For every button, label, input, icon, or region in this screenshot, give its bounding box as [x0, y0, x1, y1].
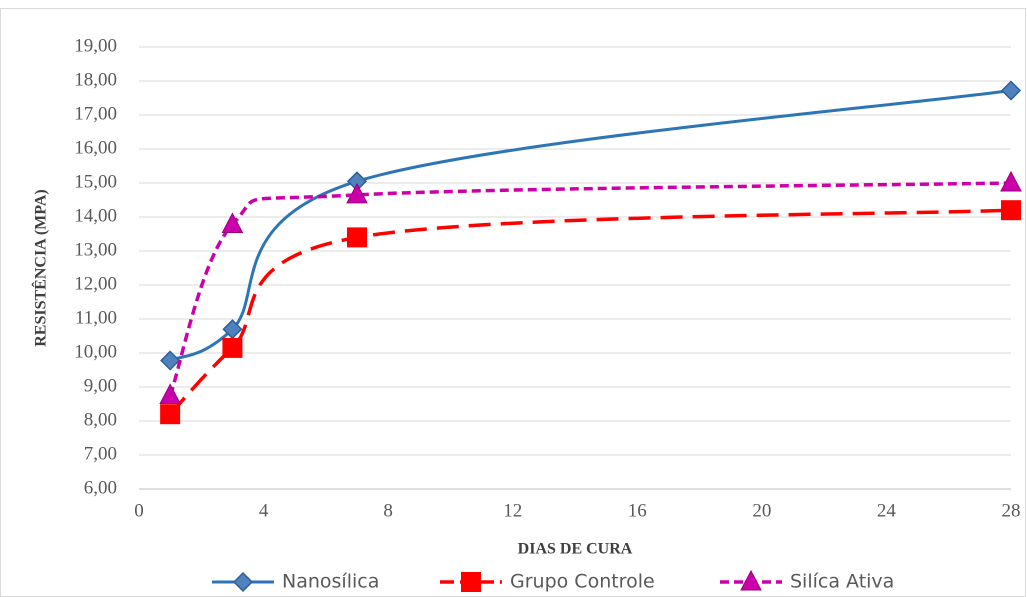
- y-tick-label: 16,00: [74, 137, 117, 158]
- y-tick-label: 8,00: [84, 409, 117, 430]
- marker: [740, 569, 762, 591]
- y-tick-label: 17,00: [74, 103, 117, 124]
- series-line: [168, 181, 1012, 397]
- y-tick-label: 18,00: [74, 69, 117, 90]
- marker: [159, 383, 181, 404]
- marker: [1001, 200, 1021, 221]
- y-tick-label: 15,00: [74, 171, 117, 192]
- y-tick-label: 6,00: [84, 477, 117, 498]
- marker: [222, 337, 243, 358]
- y-tick-label: 13,00: [74, 239, 117, 260]
- y-tick-label: 11,00: [75, 307, 117, 328]
- x-tick-label: 28: [1002, 500, 1021, 521]
- chart-frame: [0, 8, 1026, 597]
- legend-label: Nanosílica: [282, 571, 379, 593]
- marker: [461, 572, 481, 592]
- marker: [160, 350, 181, 371]
- marker: [347, 227, 367, 248]
- marker: [1000, 170, 1022, 192]
- x-tick-label: 24: [877, 500, 897, 521]
- y-tick-label: 14,00: [74, 205, 117, 226]
- y-axis-label: RESISTÊNCIA (MPA): [31, 189, 50, 347]
- marker: [232, 571, 254, 593]
- x-tick-label: 8: [383, 500, 393, 521]
- y-tick-label: 19,00: [74, 35, 117, 56]
- marker: [221, 212, 244, 233]
- x-tick-label: 16: [628, 500, 647, 521]
- x-tick-label: 0: [134, 500, 144, 521]
- marker: [346, 182, 368, 204]
- x-tick-label: 4: [259, 500, 269, 521]
- legend-label: Grupo Controle: [510, 571, 655, 593]
- marker: [1000, 80, 1022, 101]
- marker: [160, 404, 181, 425]
- y-tick-label: 10,00: [74, 341, 117, 362]
- legend-label: Silíca Ativa: [790, 571, 894, 593]
- y-tick-label: 12,00: [74, 273, 117, 294]
- x-tick-label: 20: [752, 500, 771, 521]
- y-tick-label: 9,00: [84, 375, 117, 396]
- y-tick-label: 7,00: [84, 443, 117, 464]
- x-tick-label: 12: [503, 500, 522, 521]
- x-axis-label: DIAS DE CURA: [518, 541, 633, 558]
